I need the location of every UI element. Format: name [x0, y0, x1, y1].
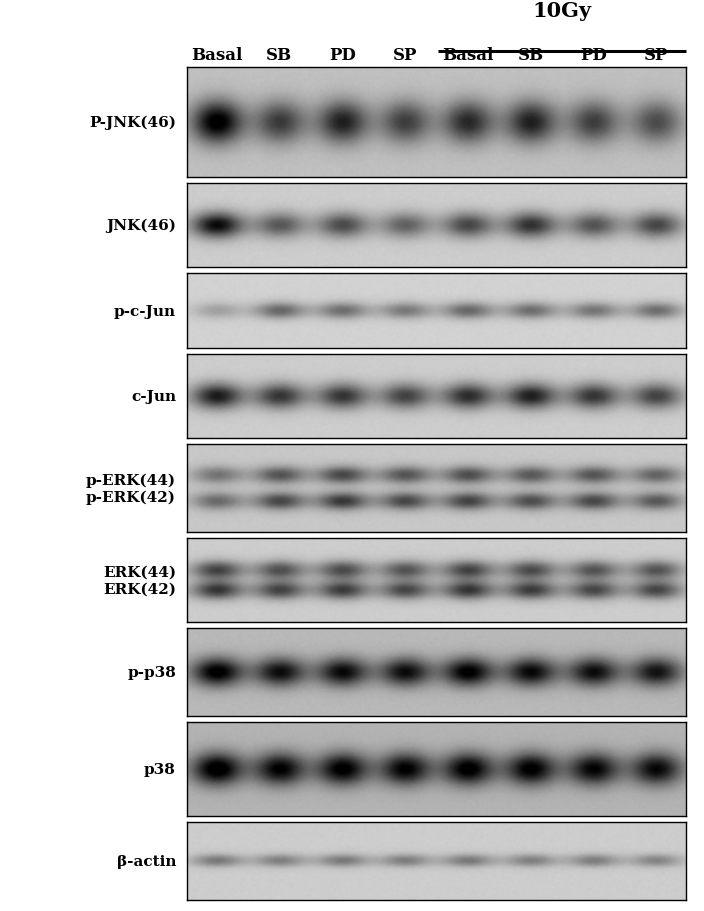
Text: p38: p38 — [144, 763, 176, 776]
Text: PD: PD — [329, 46, 356, 64]
Text: PD: PD — [580, 46, 607, 64]
Text: JNK(46): JNK(46) — [106, 219, 176, 233]
Text: p-c-Jun: p-c-Jun — [114, 304, 176, 318]
Text: ERK(44)
ERK(42): ERK(44) ERK(42) — [103, 566, 176, 596]
Text: SB: SB — [517, 46, 543, 64]
Text: P-JNK(46): P-JNK(46) — [89, 116, 176, 130]
Text: c-Jun: c-Jun — [131, 390, 176, 404]
Text: Basal: Basal — [442, 46, 494, 64]
Text: p-p38: p-p38 — [127, 665, 176, 680]
Text: Basal: Basal — [191, 46, 242, 64]
Text: SP: SP — [644, 46, 669, 64]
Text: β-actin: β-actin — [116, 855, 176, 868]
Text: SP: SP — [393, 46, 417, 64]
Text: p-ERK(44)
p-ERK(42): p-ERK(44) p-ERK(42) — [86, 473, 176, 504]
Text: 10Gy: 10Gy — [533, 1, 591, 21]
Text: SB: SB — [266, 46, 292, 64]
